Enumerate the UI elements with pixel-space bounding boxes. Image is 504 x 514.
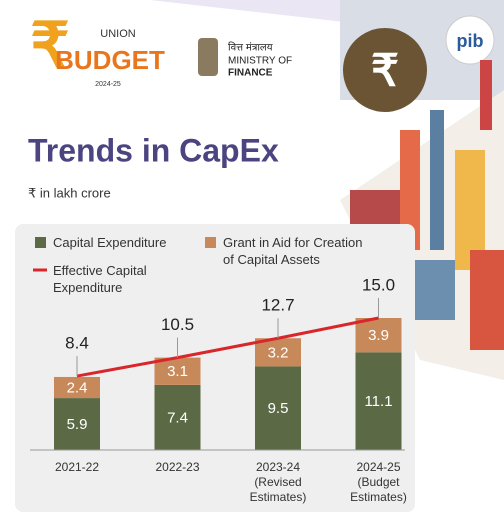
budget: BUDGET — [55, 45, 165, 75]
legend-swatch — [35, 237, 46, 248]
industry-illustration — [340, 60, 504, 380]
icon: ₹ — [371, 47, 399, 96]
line — [76, 316, 379, 378]
x-tick-label: 2021-22 — [54, 460, 100, 474]
x-tick-label: 2023-24 (Revised Estimates) — [249, 460, 307, 504]
bar-segment — [255, 338, 301, 367]
logo: pib — [457, 31, 484, 51]
union: UNION — [100, 28, 136, 40]
bar-segment — [54, 398, 100, 450]
legend-label: Effective Capital Expenditure — [53, 263, 147, 295]
data-label: 8.4 — [65, 334, 89, 353]
x-tick-label: 2022-23 — [155, 460, 200, 474]
logo-circle — [445, 15, 495, 65]
data-label: 3.2 — [268, 344, 289, 361]
budget-year: 2024-25 — [95, 81, 121, 88]
data-label: 15.0 — [362, 275, 395, 294]
data-label: 7.4 — [167, 409, 188, 426]
data-label: 3.9 — [368, 327, 389, 344]
bar-segment — [255, 366, 301, 450]
bar-segment — [355, 318, 402, 353]
legend-label: Capital Expenditure — [53, 235, 167, 250]
bar-segment — [355, 352, 402, 450]
x-tick-label: 2024-25 (Budget Estimates) — [350, 460, 407, 504]
ministry: FINANCE — [228, 68, 273, 79]
legend-label: Grant in Aid for Creation of Capital Ass… — [223, 235, 363, 267]
data-label: 5.9 — [67, 416, 88, 433]
data-label: 11.1 — [364, 393, 392, 410]
money-bag — [343, 28, 427, 112]
bar-segment — [154, 384, 201, 450]
ministry-hindi: वित्त मंत्रालय — [228, 42, 273, 54]
subtitle: ₹ in lakh crore — [28, 185, 111, 200]
bar-segment — [54, 376, 100, 399]
data-label: 12.7 — [261, 296, 294, 315]
rupee-logo: ₹ — [30, 11, 69, 80]
chart-title: Trends in CapEx — [28, 132, 279, 168]
ministry: MINISTRY OF — [228, 56, 292, 67]
legend-swatch — [205, 237, 216, 248]
chart-background — [15, 224, 415, 512]
data-label: 9.5 — [268, 400, 289, 417]
bar-segment — [154, 357, 201, 385]
data-label: 2.4 — [67, 379, 88, 396]
data-label: 3.1 — [167, 363, 188, 380]
data-label: 10.5 — [161, 315, 194, 334]
emblem — [198, 38, 218, 76]
